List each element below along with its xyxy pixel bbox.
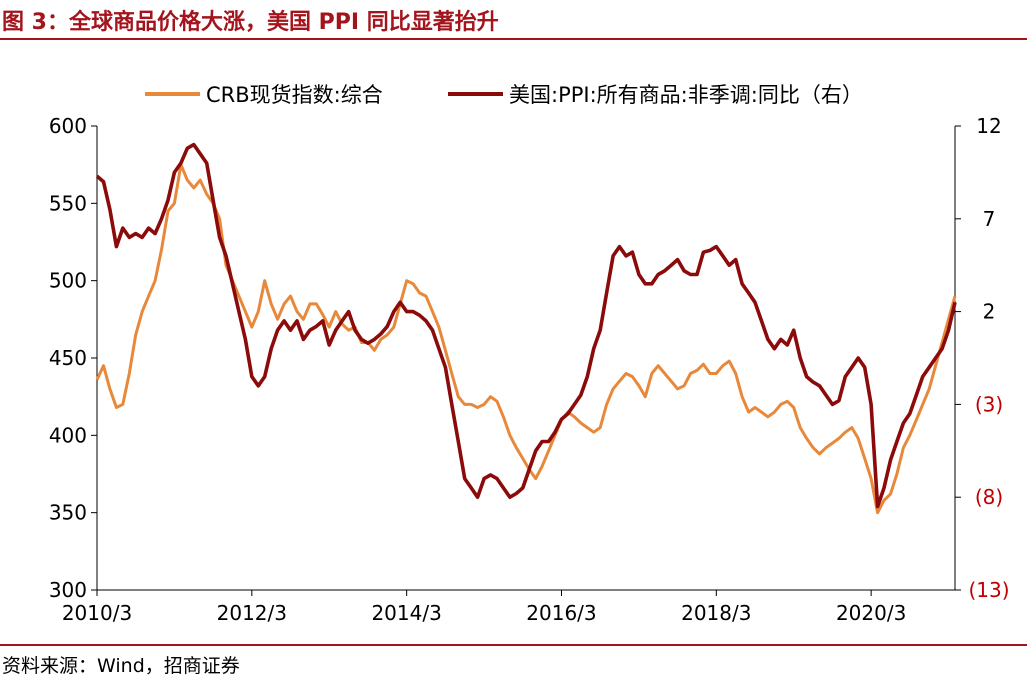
right-tick-label: 2 bbox=[983, 300, 996, 324]
series-line-crb bbox=[95, 163, 957, 515]
right-tick-label: (8) bbox=[975, 485, 1003, 509]
left-tick-label: 600 bbox=[49, 114, 87, 138]
legend-label-ppi: 美国:PPI:所有商品:非季调:同比（右） bbox=[509, 83, 863, 107]
figure-title: 图 3：全球商品价格大涨，美国 PPI 同比显著抬升 bbox=[2, 10, 499, 35]
left-tick-label: 350 bbox=[49, 501, 87, 525]
axes-layer bbox=[91, 125, 961, 596]
x-tick-label: 2018/3 bbox=[681, 601, 751, 625]
x-tick-label: 2010/3 bbox=[62, 601, 132, 625]
right-tick-label: 7 bbox=[983, 207, 996, 231]
right-tick-label: 12 bbox=[976, 114, 1001, 138]
series-layer bbox=[95, 142, 957, 515]
legend: CRB现货指数:综合 美国:PPI:所有商品:非季调:同比（右） bbox=[145, 83, 863, 107]
left-tick-label: 400 bbox=[49, 423, 87, 447]
series-line-ppi bbox=[95, 142, 957, 509]
x-tick-label: 2012/3 bbox=[217, 601, 287, 625]
bottom-divider bbox=[0, 644, 1027, 646]
tick-labels: 600 550 500 450 400 350 300 12 7 2 (3) (8) (13) 2010/… bbox=[49, 114, 1010, 625]
right-tick-label: (13) bbox=[968, 578, 1009, 602]
left-tick-label: 500 bbox=[49, 269, 87, 293]
x-tick-label: 2016/3 bbox=[526, 601, 596, 625]
x-tick-label: 2020/3 bbox=[836, 601, 906, 625]
left-tick-label: 450 bbox=[49, 346, 87, 370]
x-tick-label: 2014/3 bbox=[371, 601, 441, 625]
legend-label-crb: CRB现货指数:综合 bbox=[206, 83, 383, 107]
left-tick-label: 300 bbox=[49, 578, 87, 602]
left-tick-label: 550 bbox=[49, 191, 87, 215]
right-tick-label: (3) bbox=[975, 392, 1003, 416]
source-note: 资料来源：Wind，招商证券 bbox=[2, 655, 240, 677]
top-divider bbox=[0, 38, 1027, 40]
